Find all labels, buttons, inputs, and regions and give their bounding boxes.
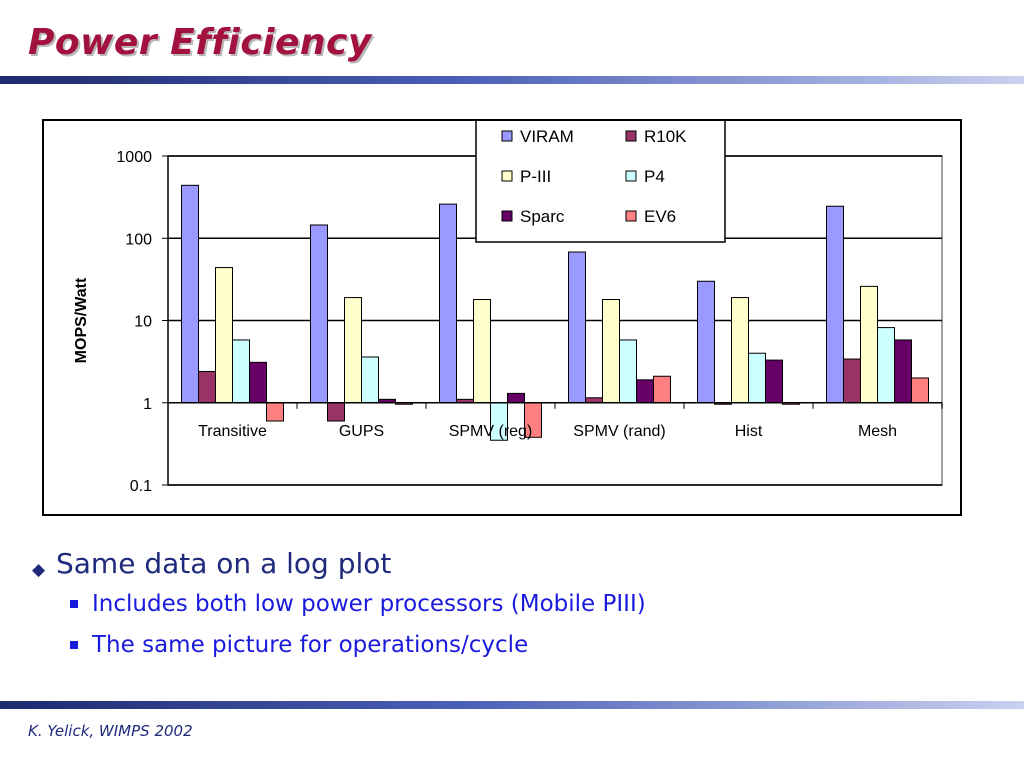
bar	[327, 402, 345, 422]
legend-label: R10K	[644, 127, 687, 146]
bar	[826, 205, 844, 404]
title-divider	[0, 76, 1024, 84]
bar	[361, 356, 379, 404]
power-efficiency-chart: 1000 100 10 1 0.1 MOPS/Watt Transitive GUPS SPMV…	[73, 121, 943, 495]
bar	[748, 352, 766, 404]
bar	[619, 339, 637, 404]
legend-label: Sparc	[520, 207, 565, 226]
bullet-item: ◆ Same data on a log plot	[32, 544, 646, 584]
y-tick-label: 1000	[116, 149, 152, 166]
footer-divider	[0, 701, 1024, 709]
slide-title: Power Efficiency	[28, 22, 372, 63]
y-tick-label: 10	[134, 314, 152, 331]
legend-swatch	[625, 210, 637, 222]
chart-frame: 1000 100 10 1 0.1 MOPS/Watt Transitive GUPS SPMV…	[42, 119, 962, 516]
x-tick-label: Hist	[735, 423, 763, 440]
legend-label: VIRAM	[520, 127, 574, 146]
bar	[653, 375, 671, 404]
x-tick-label: GUPS	[339, 423, 384, 440]
bar	[860, 285, 878, 404]
bar	[198, 370, 216, 404]
bar	[911, 377, 929, 404]
bar	[602, 299, 620, 404]
diamond-bullet-icon: ◆	[32, 560, 46, 580]
legend-swatch	[501, 130, 513, 142]
bar	[249, 361, 267, 404]
square-bullet-icon	[70, 600, 78, 608]
bar	[731, 297, 749, 404]
legend-box	[475, 121, 726, 243]
y-axis-title: MOPS/Watt	[73, 277, 90, 363]
y-tick-label: 100	[125, 231, 152, 248]
bar	[636, 379, 654, 404]
bar	[232, 339, 250, 404]
bullet-text: Same data on a log plot	[56, 547, 392, 580]
bar	[310, 224, 328, 404]
bar	[181, 184, 199, 404]
y-tick-label: 1	[143, 396, 152, 413]
bullet-list: ◆ Same data on a log plot Includes both …	[32, 544, 646, 666]
bar	[215, 267, 233, 404]
x-tick-label: Transitive	[198, 423, 267, 440]
footer-credit: K. Yelick, WIMPS 2002	[28, 722, 193, 740]
x-tick-label: Mesh	[858, 423, 897, 440]
bar	[344, 297, 362, 404]
legend-swatch	[501, 170, 513, 182]
square-bullet-icon	[70, 641, 78, 649]
x-tick-label: SPMV (rand)	[573, 423, 665, 440]
bar	[266, 402, 284, 422]
bar	[585, 397, 603, 404]
legend-swatch	[625, 130, 637, 142]
legend-swatch	[625, 170, 637, 182]
bar	[843, 358, 861, 404]
bar	[507, 392, 525, 404]
legend-label: EV6	[644, 207, 676, 226]
x-tick-label: SPMV (reg)	[449, 423, 533, 440]
bar	[697, 280, 715, 404]
legend-label: P4	[644, 167, 665, 186]
y-tick-label: 0.1	[130, 478, 152, 495]
legend-label: P-III	[520, 167, 551, 186]
sub-bullet-text: The same picture for operations/cycle	[92, 632, 529, 658]
legend-swatch	[501, 210, 513, 222]
bar	[473, 299, 491, 404]
sub-bullet-text: Includes both low power processors (Mobi…	[92, 591, 646, 617]
bar	[568, 251, 586, 404]
bar	[894, 339, 912, 404]
sub-bullet-item: Includes both low power processors (Mobi…	[32, 584, 646, 625]
bar	[877, 327, 895, 404]
bar	[439, 203, 457, 404]
sub-bullet-item: The same picture for operations/cycle	[32, 625, 646, 666]
bar	[765, 359, 783, 404]
